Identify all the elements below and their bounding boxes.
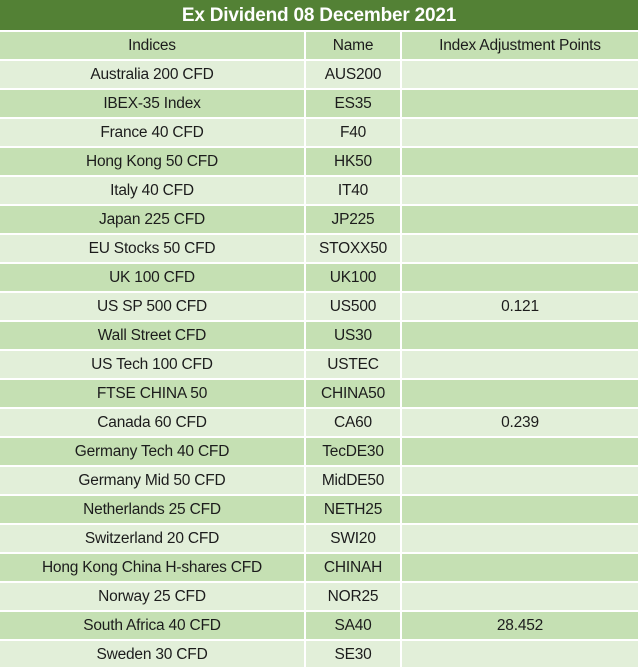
cell-indices: Australia 200 CFD xyxy=(0,60,306,90)
table-row: Italy 40 CFD IT40 xyxy=(0,176,638,206)
cell-points xyxy=(401,437,638,467)
cell-name: CHINA50 xyxy=(305,379,402,409)
cell-name: UK100 xyxy=(305,263,402,293)
cell-name: NOR25 xyxy=(305,582,402,612)
cell-points xyxy=(401,350,638,380)
cell-points xyxy=(401,524,638,554)
cell-indices: Hong Kong 50 CFD xyxy=(0,147,306,177)
cell-name: USTEC xyxy=(305,350,402,380)
cell-name: F40 xyxy=(305,118,402,148)
table-body: Australia 200 CFD AUS200 IBEX-35 Index E… xyxy=(0,60,638,667)
table-header-row: Indices Name Index Adjustment Points xyxy=(0,31,638,61)
cell-points xyxy=(401,263,638,293)
cell-name: AUS200 xyxy=(305,60,402,90)
cell-indices: Hong Kong China H-shares CFD xyxy=(0,553,306,583)
table-row: Hong Kong China H-shares CFD CHINAH xyxy=(0,553,638,583)
table-row: Japan 225 CFD JP225 xyxy=(0,205,638,235)
column-header-points: Index Adjustment Points xyxy=(401,31,638,61)
table-row: Germany Mid 50 CFD MidDE50 xyxy=(0,466,638,496)
cell-name: SWI20 xyxy=(305,524,402,554)
cell-indices: Netherlands 25 CFD xyxy=(0,495,306,525)
table-title-row: Ex Dividend 08 December 2021 xyxy=(0,0,638,32)
cell-points xyxy=(401,582,638,612)
table-row: Sweden 30 CFD SE30 xyxy=(0,640,638,667)
cell-indices: Sweden 30 CFD xyxy=(0,640,306,667)
cell-name: SA40 xyxy=(305,611,402,641)
table-row: US Tech 100 CFD USTEC xyxy=(0,350,638,380)
table-row: Netherlands 25 CFD NETH25 xyxy=(0,495,638,525)
cell-indices: Italy 40 CFD xyxy=(0,176,306,206)
cell-indices: EU Stocks 50 CFD xyxy=(0,234,306,264)
table-row: Wall Street CFD US30 xyxy=(0,321,638,351)
cell-name: ES35 xyxy=(305,89,402,119)
cell-indices: Norway 25 CFD xyxy=(0,582,306,612)
cell-points xyxy=(401,176,638,206)
table-row: UK 100 CFD UK100 xyxy=(0,263,638,293)
cell-points xyxy=(401,640,638,667)
cell-points xyxy=(401,553,638,583)
cell-points xyxy=(401,205,638,235)
cell-name: US500 xyxy=(305,292,402,322)
cell-points: 0.121 xyxy=(401,292,638,322)
cell-indices: South Africa 40 CFD xyxy=(0,611,306,641)
cell-name: SE30 xyxy=(305,640,402,667)
cell-points xyxy=(401,466,638,496)
cell-name: HK50 xyxy=(305,147,402,177)
table-row: Canada 60 CFD CA60 0.239 xyxy=(0,408,638,438)
cell-indices: US Tech 100 CFD xyxy=(0,350,306,380)
cell-points: 0.239 xyxy=(401,408,638,438)
cell-indices: Switzerland 20 CFD xyxy=(0,524,306,554)
cell-name: STOXX50 xyxy=(305,234,402,264)
cell-indices: Japan 225 CFD xyxy=(0,205,306,235)
table-row: Hong Kong 50 CFD HK50 xyxy=(0,147,638,177)
cell-name: CA60 xyxy=(305,408,402,438)
cell-indices: Germany Tech 40 CFD xyxy=(0,437,306,467)
cell-points xyxy=(401,321,638,351)
cell-indices: UK 100 CFD xyxy=(0,263,306,293)
table-row: South Africa 40 CFD SA40 28.452 xyxy=(0,611,638,641)
cell-name: IT40 xyxy=(305,176,402,206)
cell-indices: FTSE CHINA 50 xyxy=(0,379,306,409)
cell-points: 28.452 xyxy=(401,611,638,641)
cell-points xyxy=(401,89,638,119)
table-row: Germany Tech 40 CFD TecDE30 xyxy=(0,437,638,467)
cell-name: MidDE50 xyxy=(305,466,402,496)
table-row: IBEX-35 Index ES35 xyxy=(0,89,638,119)
cell-name: NETH25 xyxy=(305,495,402,525)
cell-indices: Canada 60 CFD xyxy=(0,408,306,438)
cell-indices: Germany Mid 50 CFD xyxy=(0,466,306,496)
cell-name: JP225 xyxy=(305,205,402,235)
table-title: Ex Dividend 08 December 2021 xyxy=(0,0,638,32)
cell-points xyxy=(401,234,638,264)
cell-name: TecDE30 xyxy=(305,437,402,467)
column-header-indices: Indices xyxy=(0,31,306,61)
cell-points xyxy=(401,147,638,177)
table-row: France 40 CFD F40 xyxy=(0,118,638,148)
cell-points xyxy=(401,118,638,148)
cell-indices: Wall Street CFD xyxy=(0,321,306,351)
cell-name: CHINAH xyxy=(305,553,402,583)
table-row: US SP 500 CFD US500 0.121 xyxy=(0,292,638,322)
table-row: EU Stocks 50 CFD STOXX50 xyxy=(0,234,638,264)
table-row: Norway 25 CFD NOR25 xyxy=(0,582,638,612)
cell-indices: IBEX-35 Index xyxy=(0,89,306,119)
table-row: Australia 200 CFD AUS200 xyxy=(0,60,638,90)
cell-indices: US SP 500 CFD xyxy=(0,292,306,322)
cell-points xyxy=(401,379,638,409)
cell-indices: France 40 CFD xyxy=(0,118,306,148)
table-row: Switzerland 20 CFD SWI20 xyxy=(0,524,638,554)
column-header-name: Name xyxy=(305,31,402,61)
cell-points xyxy=(401,495,638,525)
cell-points xyxy=(401,60,638,90)
cell-name: US30 xyxy=(305,321,402,351)
table-row: FTSE CHINA 50 CHINA50 xyxy=(0,379,638,409)
